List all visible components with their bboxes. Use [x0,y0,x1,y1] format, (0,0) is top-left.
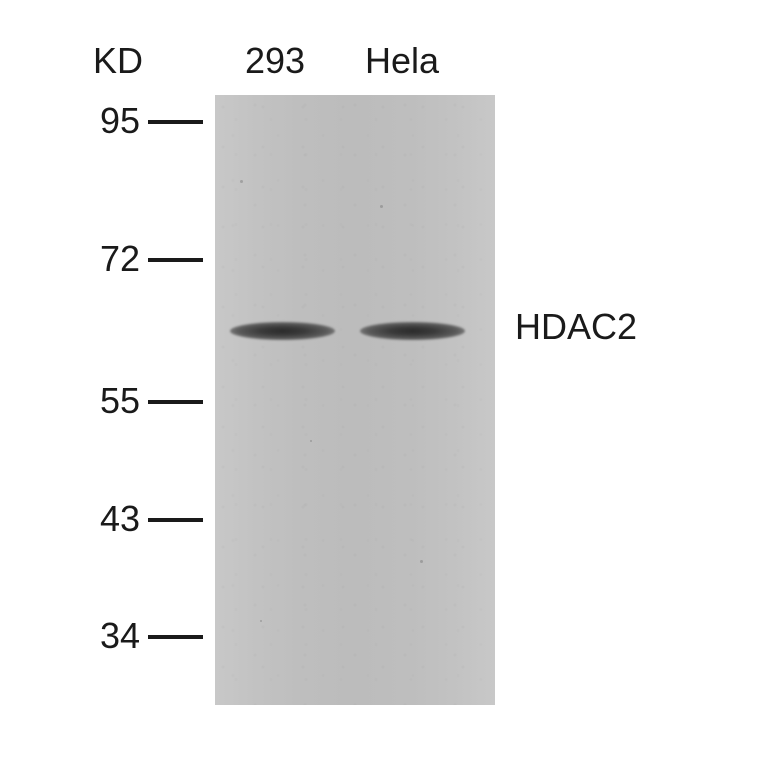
artifact-speckle [310,440,312,442]
ladder-label-72: 72 [70,238,140,280]
ladder-tick-34 [148,635,203,639]
band-293-hdac2 [230,322,335,340]
ladder-tick-55 [148,400,203,404]
artifact-speckle [380,205,383,208]
protein-label-hdac2: HDAC2 [515,306,637,348]
artifact-speckle [420,560,423,563]
artifact-speckle [240,180,243,183]
western-blot-figure: KD 95 72 55 43 34 293 Hela HDAC2 [40,40,720,720]
ladder-label-34: 34 [70,615,140,657]
kd-header-label: KD [88,40,148,82]
ladder-tick-43 [148,518,203,522]
ladder-label-95: 95 [70,100,140,142]
blot-noise-texture [215,95,495,705]
lane-label-293: 293 [245,40,305,82]
ladder-tick-95 [148,120,203,124]
band-hela-hdac2 [360,322,465,340]
lane-label-hela: Hela [365,40,439,82]
ladder-label-43: 43 [70,498,140,540]
ladder-label-55: 55 [70,380,140,422]
artifact-speckle [260,620,262,622]
ladder-tick-72 [148,258,203,262]
blot-membrane [215,95,495,705]
